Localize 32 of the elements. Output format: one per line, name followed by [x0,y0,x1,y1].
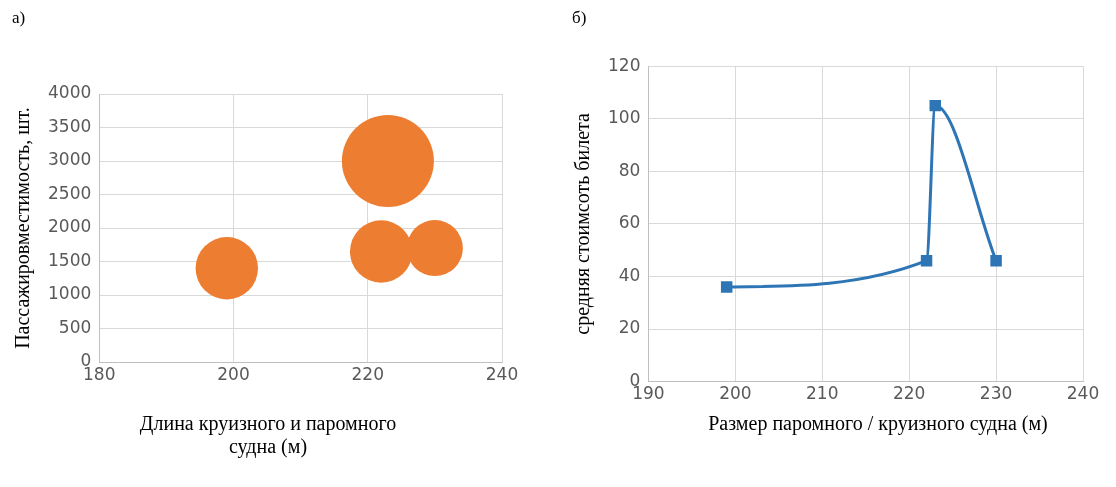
y-tick-label: 2500 [48,182,92,203]
x-tick-label: 240 [485,363,519,384]
x-tick-label: 200 [719,383,752,404]
text: б) [572,8,587,27]
y-tick-label: 100 [607,107,641,128]
x-tick-label: 220 [351,363,384,384]
x-tick-label: 230 [979,383,1013,404]
x-tick-label: 210 [806,383,839,404]
x-tick-label: 240 [1066,383,1100,404]
point [920,254,933,267]
y-tick-label: 3000 [48,149,92,170]
y-tick-label: 4000 [48,82,92,103]
x-tick-label: 200 [217,363,250,384]
y-tick-label: 1500 [48,249,92,270]
y-axis-title: Пассажировместимость, шт. [11,107,35,349]
y-tick-label: 80 [618,159,641,180]
y-tick-label: 3500 [48,115,92,136]
point [929,99,941,112]
x-axis-title: Длина круизного и паромного судна (м) [138,412,398,458]
x-axis-title: Размер паромного / круизного судна (м) [707,412,1049,435]
y-tick-label: 1000 [48,283,92,304]
point [990,254,1002,267]
text: а) [12,8,26,27]
y-tick-label: 2000 [48,216,92,237]
y-tick-label: 120 [607,54,641,75]
x-tick-label: 220 [892,383,926,404]
point [720,281,733,293]
y-tick-label: 20 [618,317,641,338]
y-tick-label: 60 [618,212,641,233]
y-tick-label: 40 [618,264,641,285]
y-axis-title: средняя стоимсоть билета [571,113,595,335]
y-tick-label: 500 [58,316,92,337]
